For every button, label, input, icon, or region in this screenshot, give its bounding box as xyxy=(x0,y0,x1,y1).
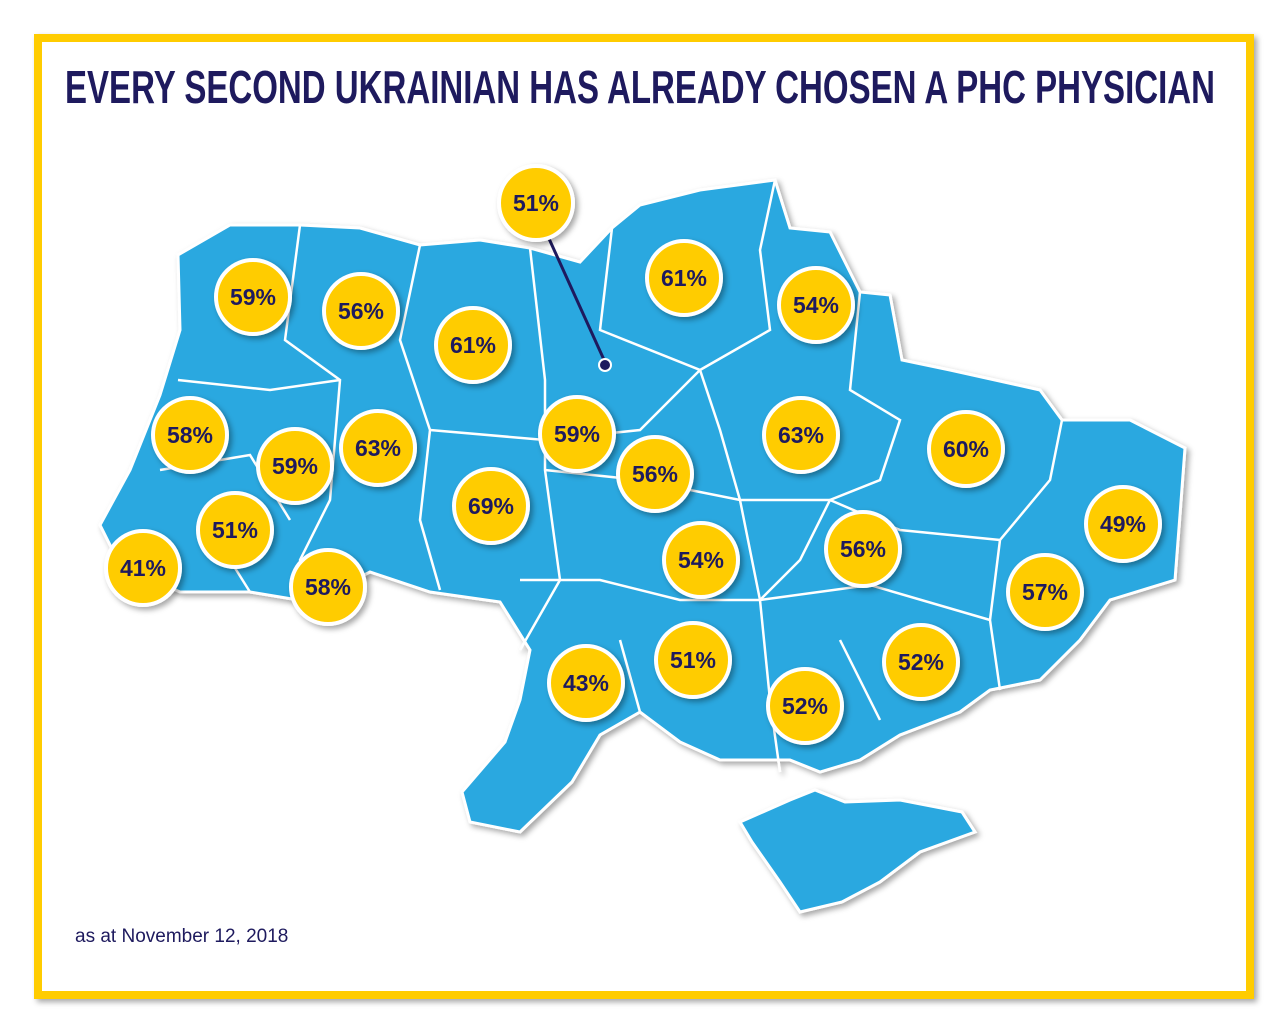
bubble-circle xyxy=(762,396,840,474)
region-bubble: 61% xyxy=(645,239,723,317)
region-value: 63% xyxy=(355,435,401,461)
region-value: 41% xyxy=(120,555,166,581)
region-value: 49% xyxy=(1100,511,1146,537)
region-bubble: 54% xyxy=(662,521,740,599)
bubble-circle xyxy=(151,396,229,474)
region-bubble: 59% xyxy=(256,427,334,505)
region-value: 54% xyxy=(678,547,724,573)
bubble-circle xyxy=(104,529,182,607)
region-value: 54% xyxy=(793,292,839,318)
region-bubble: 56% xyxy=(322,272,400,350)
region-bubble: 52% xyxy=(882,623,960,701)
region-value: 43% xyxy=(563,670,609,696)
region-bubble: 51% xyxy=(497,164,575,242)
bubble-circle xyxy=(538,395,616,473)
bubble-circle xyxy=(452,467,530,545)
region-bubble: 57% xyxy=(1006,553,1084,631)
bubble-circle xyxy=(289,548,367,626)
bubble-circle xyxy=(1084,485,1162,563)
kyiv-dot xyxy=(598,358,612,372)
region-value: 59% xyxy=(554,421,600,447)
bubble-circle xyxy=(322,272,400,350)
region-bubble: 59% xyxy=(214,258,292,336)
region-bubble: 63% xyxy=(339,409,417,487)
title: EVERY SECOND UKRAINIAN HAS ALREADY CHOSE… xyxy=(65,61,1215,113)
region-value: 56% xyxy=(632,461,678,487)
bubble-circle xyxy=(1006,553,1084,631)
region-value: 61% xyxy=(661,265,707,291)
region-value: 61% xyxy=(450,332,496,358)
bubble-circle xyxy=(256,427,334,505)
region-bubble: 58% xyxy=(289,548,367,626)
region-value: 59% xyxy=(272,453,318,479)
region-bubble: 49% xyxy=(1084,485,1162,563)
region-bubble: 43% xyxy=(547,644,625,722)
bubble-circle xyxy=(616,435,694,513)
region-bubble: 63% xyxy=(762,396,840,474)
footnote: as at November 12, 2018 xyxy=(75,926,288,947)
region-bubble: 56% xyxy=(616,435,694,513)
region-value: 58% xyxy=(305,574,351,600)
bubble-circle xyxy=(927,410,1005,488)
crimea xyxy=(737,788,978,914)
region-bubble: 52% xyxy=(766,667,844,745)
region-value: 52% xyxy=(898,649,944,675)
region-value: 57% xyxy=(1022,579,1068,605)
bubble-circle xyxy=(645,239,723,317)
bubble-circle xyxy=(339,409,417,487)
region-value: 60% xyxy=(943,436,989,462)
bubble-circle xyxy=(434,306,512,384)
region-value: 51% xyxy=(212,517,258,543)
bubble-circle xyxy=(766,667,844,745)
region-value: 56% xyxy=(338,298,384,324)
region-bubble: 54% xyxy=(777,266,855,344)
region-bubble: 51% xyxy=(654,621,732,699)
region-labels: 59% 56% 61% 61% 54% 58% 59% 63% 59% 56% 63% 60% 69% 5… xyxy=(104,164,1162,745)
bubble-circle xyxy=(214,258,292,336)
region-value: 51% xyxy=(513,190,559,216)
region-bubble: 60% xyxy=(927,410,1005,488)
region-value: 58% xyxy=(167,422,213,448)
region-bubble: 56% xyxy=(824,510,902,588)
region-value: 69% xyxy=(468,493,514,519)
bubble-circle xyxy=(196,491,274,569)
region-value: 56% xyxy=(840,536,886,562)
region-bubble: 58% xyxy=(151,396,229,474)
bubble-circle xyxy=(654,621,732,699)
region-bubble: 59% xyxy=(538,395,616,473)
region-value: 59% xyxy=(230,284,276,310)
bubble-circle xyxy=(547,644,625,722)
bubble-circle xyxy=(824,510,902,588)
region-bubble: 69% xyxy=(452,467,530,545)
region-value: 51% xyxy=(670,647,716,673)
region-bubble: 51% xyxy=(196,491,274,569)
bubble-circle xyxy=(882,623,960,701)
bubble-circle xyxy=(777,266,855,344)
region-bubble: 61% xyxy=(434,306,512,384)
bubble-circle xyxy=(662,521,740,599)
bubble-circle xyxy=(497,164,575,242)
region-bubble: 41% xyxy=(104,529,182,607)
region-value: 63% xyxy=(778,422,824,448)
region-value: 52% xyxy=(782,693,828,719)
